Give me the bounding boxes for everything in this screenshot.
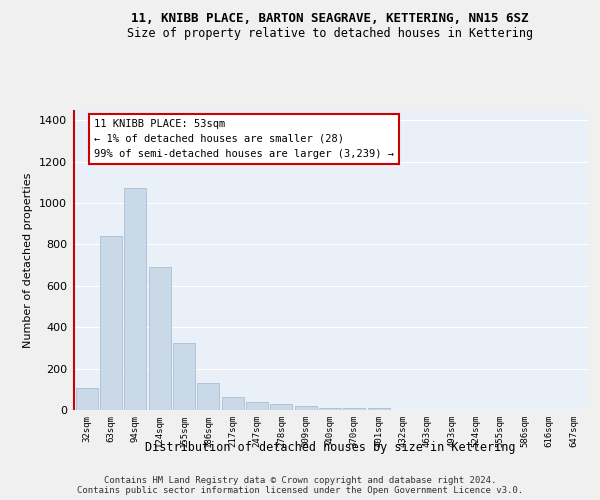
Text: Contains HM Land Registry data © Crown copyright and database right 2024.
Contai: Contains HM Land Registry data © Crown c… <box>77 476 523 495</box>
Bar <box>271 404 292 410</box>
Bar <box>343 408 365 410</box>
Y-axis label: Number of detached properties: Number of detached properties <box>23 172 34 348</box>
Text: Size of property relative to detached houses in Kettering: Size of property relative to detached ho… <box>127 28 533 40</box>
Bar <box>124 188 146 410</box>
Bar <box>221 396 244 410</box>
Bar <box>295 406 317 410</box>
Bar <box>76 388 98 410</box>
Bar <box>246 402 268 410</box>
Text: Distribution of detached houses by size in Kettering: Distribution of detached houses by size … <box>145 441 515 454</box>
Bar <box>368 408 389 410</box>
Text: 11, KNIBB PLACE, BARTON SEAGRAVE, KETTERING, NN15 6SZ: 11, KNIBB PLACE, BARTON SEAGRAVE, KETTER… <box>131 12 529 26</box>
Bar <box>197 383 219 410</box>
Bar <box>100 236 122 410</box>
Bar <box>173 343 195 410</box>
Text: 11 KNIBB PLACE: 53sqm
← 1% of detached houses are smaller (28)
99% of semi-detac: 11 KNIBB PLACE: 53sqm ← 1% of detached h… <box>94 119 394 159</box>
Bar <box>149 267 170 410</box>
Bar <box>319 408 341 410</box>
